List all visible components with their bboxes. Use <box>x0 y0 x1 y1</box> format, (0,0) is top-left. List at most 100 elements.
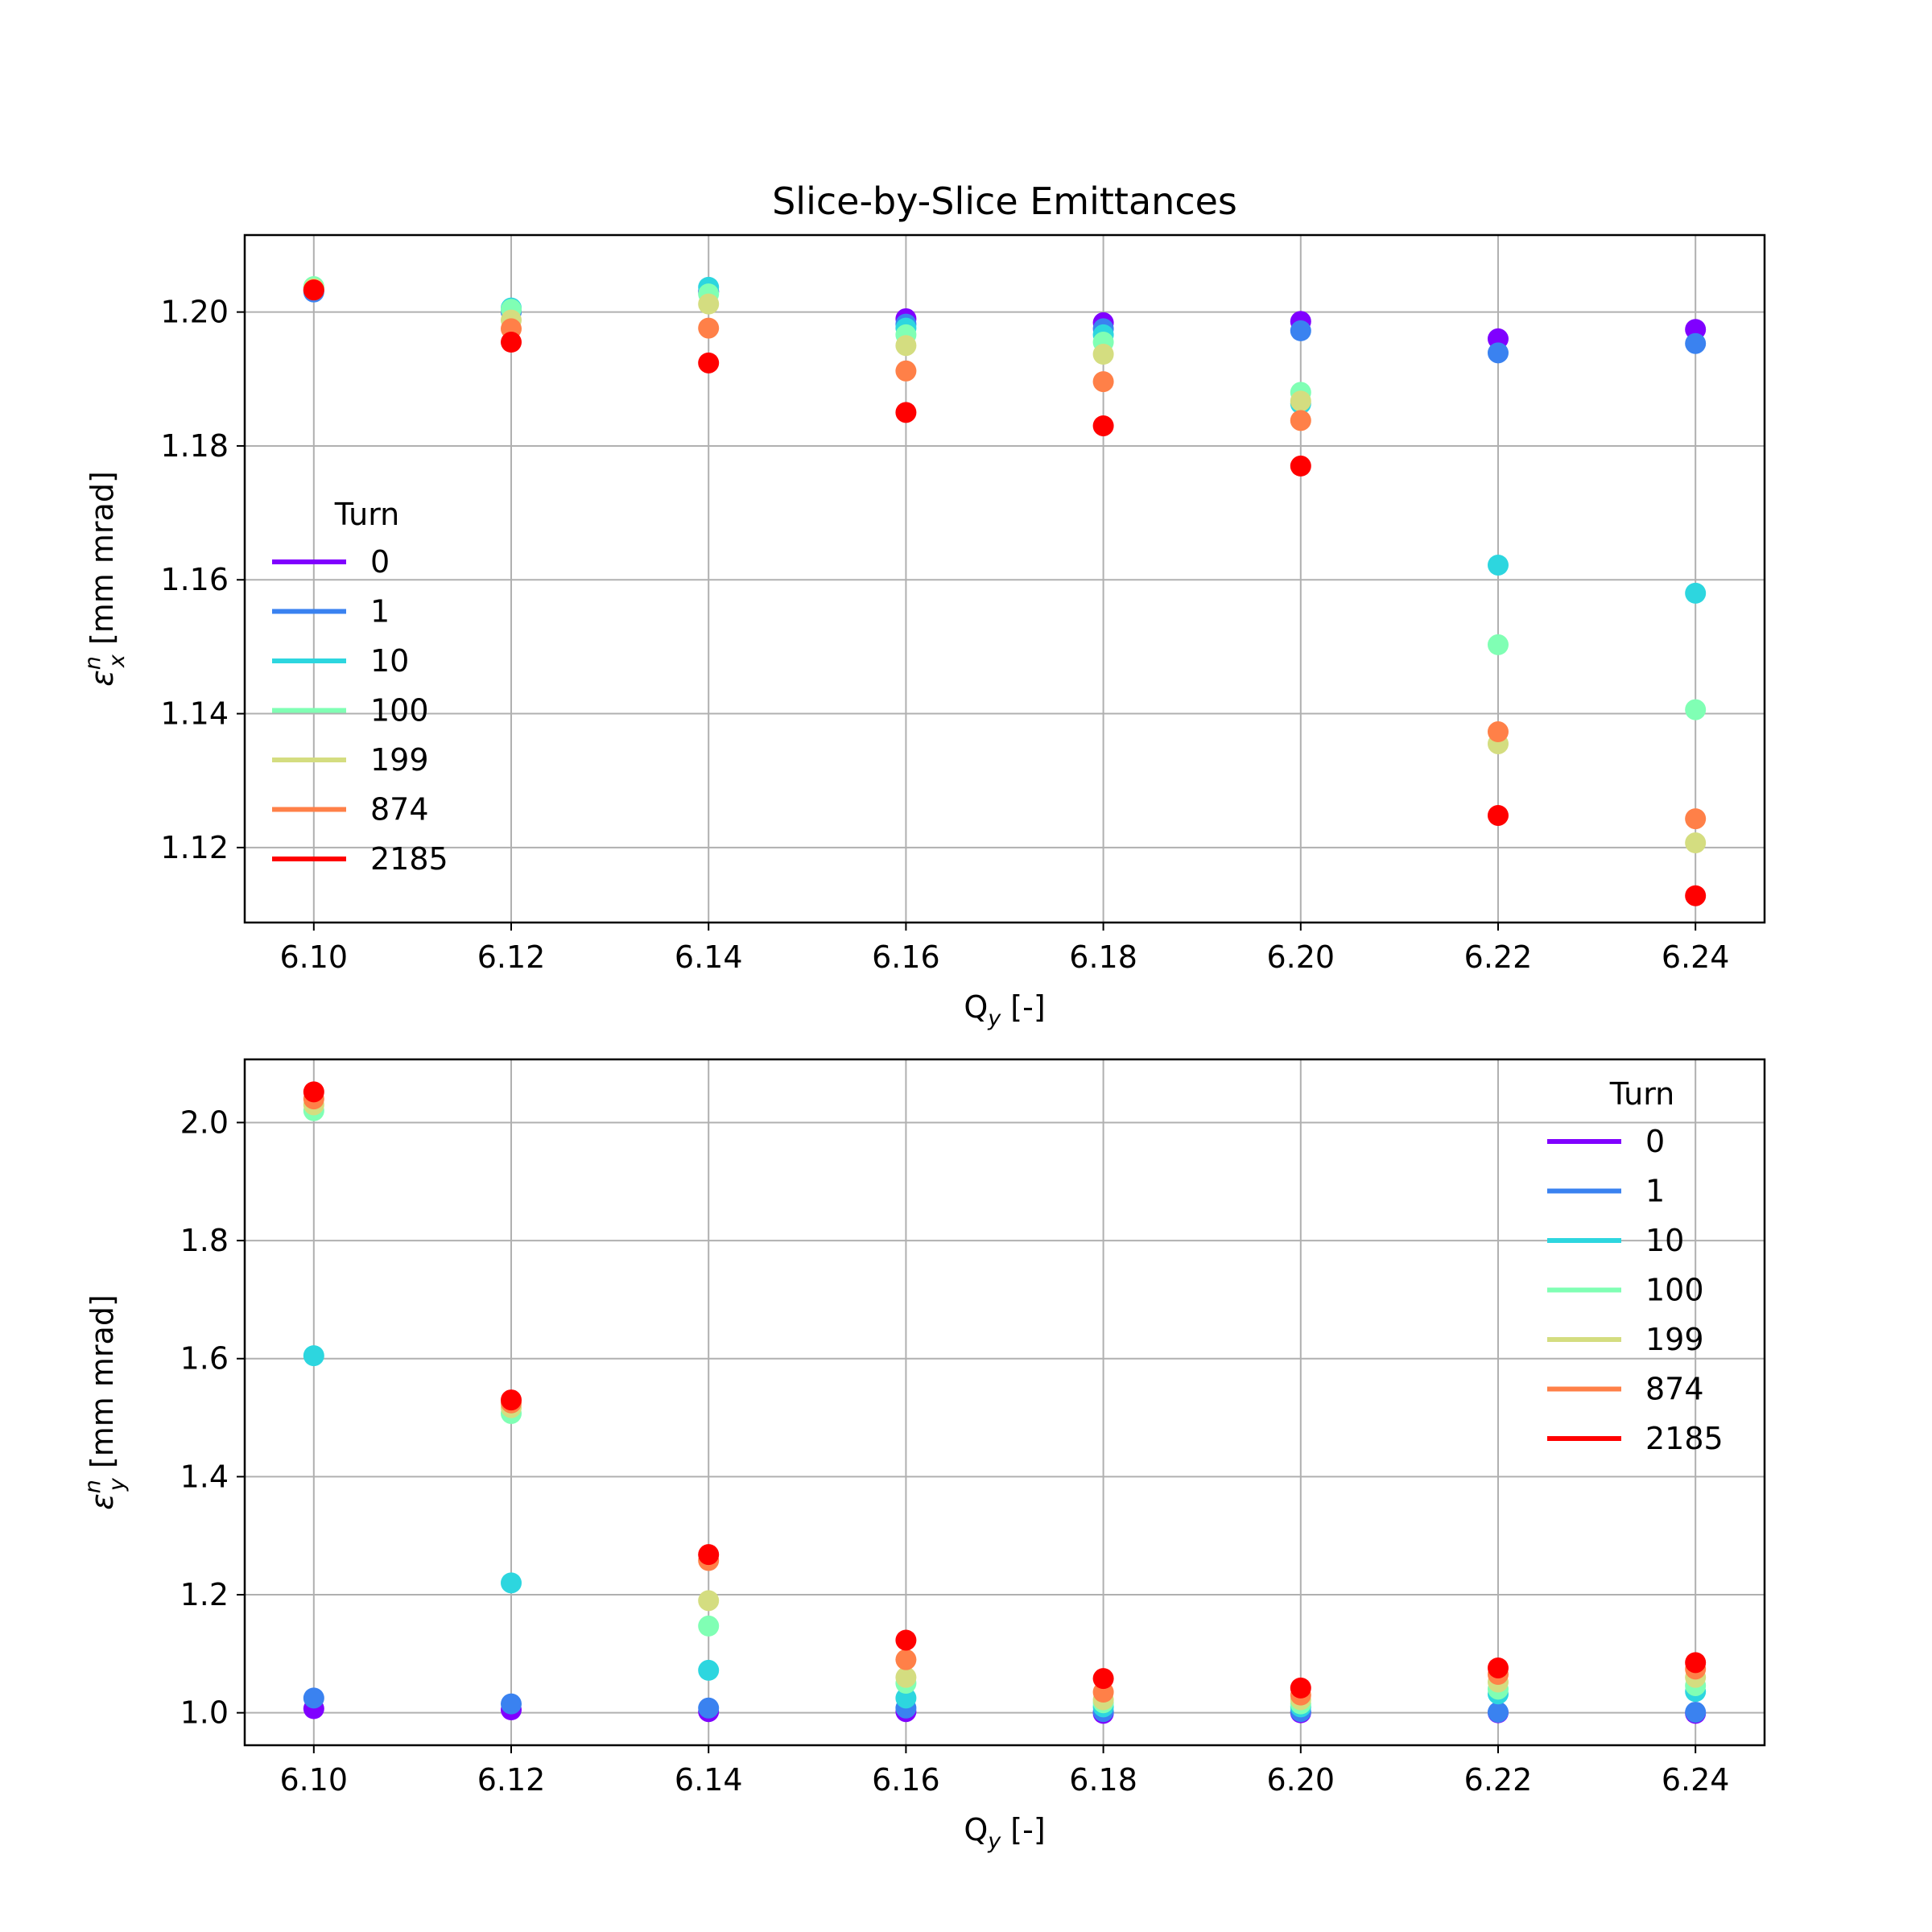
legend-label: 100 <box>1645 1273 1704 1308</box>
x-tick-label: 6.18 <box>1069 1762 1137 1798</box>
legend: Turn 0 1 10 100 199 874 2185 <box>1547 1076 1724 1456</box>
data-point <box>1290 320 1311 341</box>
legend-label: 2185 <box>1645 1421 1724 1456</box>
legend-label: 1 <box>1645 1174 1665 1209</box>
data-point <box>698 1697 720 1719</box>
data-point <box>1487 721 1509 743</box>
x-tick-label: 6.14 <box>675 1762 743 1798</box>
data-point <box>698 1544 720 1566</box>
data-point <box>895 1687 917 1709</box>
chart-panel-1: 6.10 6.12 6.14 6.16 6.18 6.20 6.22 6.24 1.12 1.14… <box>80 180 1766 1031</box>
data-point <box>698 1659 720 1681</box>
data-point <box>303 1687 324 1709</box>
data-point <box>303 1081 324 1103</box>
x-tick-label: 6.18 <box>1069 939 1137 975</box>
legend-entry-100: 100 <box>272 693 429 729</box>
data-point <box>698 1590 720 1612</box>
data-point <box>501 332 522 353</box>
data-point <box>895 1666 917 1688</box>
x-axis-label: Qy [-] <box>964 989 1045 1031</box>
data-point <box>698 1615 720 1637</box>
legend-label: 1 <box>370 594 390 630</box>
y-axis-label: εnx [mm mrad] <box>80 471 130 687</box>
data-point <box>303 1345 324 1367</box>
y-tick-label: 1.20 <box>160 295 229 330</box>
x-tick-label: 6.20 <box>1266 939 1335 975</box>
y-tick-label: 1.0 <box>180 1695 229 1731</box>
data-point <box>501 1572 522 1594</box>
data-point <box>1487 342 1509 364</box>
legend-label: 10 <box>370 643 409 679</box>
data-point <box>895 1629 917 1651</box>
data-point <box>1290 1677 1311 1699</box>
y-tick-label: 1.4 <box>180 1459 229 1494</box>
data-point <box>501 1693 522 1715</box>
series-874 <box>303 279 1707 830</box>
legend-label: 199 <box>1645 1322 1704 1357</box>
data-point <box>1092 371 1114 393</box>
legend-label: 10 <box>1645 1223 1684 1258</box>
y-tick-label: 1.14 <box>160 696 229 732</box>
legend-entry-0: 0 <box>272 544 390 580</box>
data-point <box>1685 332 1707 354</box>
data-point <box>1487 634 1509 655</box>
legend-entry-1: 1 <box>1547 1174 1665 1209</box>
legend-entry-2185: 2185 <box>1547 1421 1724 1456</box>
data-point <box>895 335 917 357</box>
x-tick-label: 6.22 <box>1464 1762 1533 1798</box>
legend-entry-0: 0 <box>1547 1124 1665 1159</box>
legend-entry-10: 10 <box>272 643 409 679</box>
legend: Turn 0 1 10 100 199 874 2185 <box>272 497 448 877</box>
data-point <box>303 279 324 301</box>
x-tick-label: 6.10 <box>280 1762 349 1798</box>
legend-label: 199 <box>370 742 429 778</box>
chart-title: Slice-by-Slice Emittances <box>772 180 1237 223</box>
data-point <box>1487 804 1509 826</box>
data-point <box>1685 582 1707 604</box>
data-point <box>895 1649 917 1670</box>
legend-entry-1: 1 <box>272 594 390 630</box>
data-point <box>1685 885 1707 906</box>
series-2185 <box>303 279 1707 906</box>
data-point <box>1487 1701 1509 1723</box>
data-point <box>1685 1652 1707 1674</box>
y-tick-label: 1.2 <box>180 1577 229 1612</box>
y-tick-label: 2.0 <box>180 1104 229 1140</box>
data-point <box>895 360 917 382</box>
x-axis-label: Qy [-] <box>964 1812 1045 1854</box>
x-tick-label: 6.12 <box>477 939 546 975</box>
data-point <box>501 1389 522 1411</box>
x-tick-label: 6.14 <box>675 939 743 975</box>
data-point <box>1685 832 1707 854</box>
x-tick-label: 6.16 <box>872 939 940 975</box>
y-tick-label: 1.18 <box>160 428 229 464</box>
legend-label: 100 <box>370 693 429 729</box>
legend-label: 874 <box>1645 1372 1704 1407</box>
data-point <box>698 317 720 339</box>
data-point <box>1290 455 1311 477</box>
x-tick-label: 6.24 <box>1662 939 1730 975</box>
legend-label: 2185 <box>370 841 448 877</box>
legend-label: 0 <box>1645 1124 1665 1159</box>
axes-frame <box>243 233 1766 924</box>
legend-entry-10: 10 <box>1547 1223 1684 1258</box>
y-tick-label: 1.16 <box>160 562 229 597</box>
legend-entry-874: 874 <box>272 792 429 828</box>
legend-entry-874: 874 <box>1547 1372 1704 1407</box>
legend-label: 0 <box>370 544 390 580</box>
data-point <box>1092 344 1114 365</box>
data-point <box>1685 1701 1707 1723</box>
axes-frame <box>243 1058 1766 1747</box>
data-point <box>698 352 720 374</box>
data-point <box>1487 554 1509 576</box>
legend-title: Turn <box>334 497 400 532</box>
chart-panel-2: 6.10 6.12 6.14 6.16 6.18 6.20 6.22 6.24 1.0 1.2 1.… <box>80 1058 1766 1854</box>
data-point <box>1487 1657 1509 1678</box>
data-point <box>1685 808 1707 830</box>
data-point <box>1290 390 1311 412</box>
data-point <box>1092 1668 1114 1690</box>
x-tick-label: 6.22 <box>1464 939 1533 975</box>
x-tick-label: 6.20 <box>1266 1762 1335 1798</box>
y-axis-label: εny [mm mrad] <box>80 1294 130 1510</box>
